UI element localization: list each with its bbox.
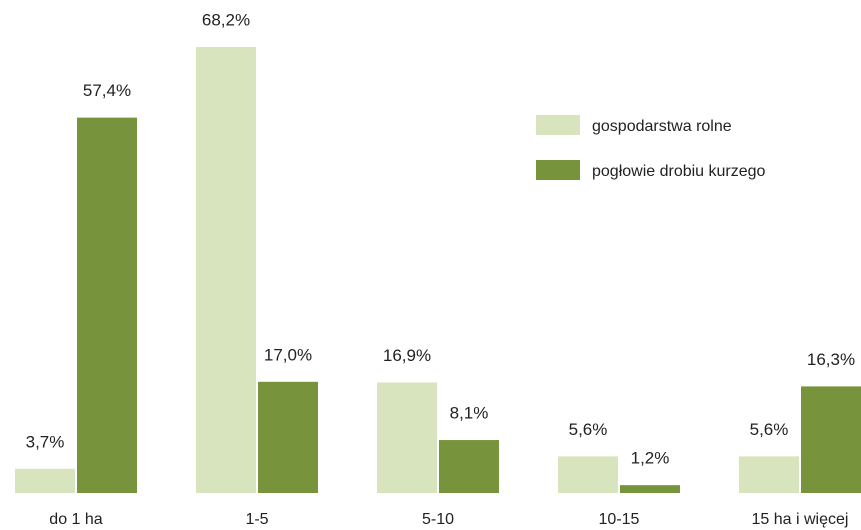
- x-tick-label: do 1 ha: [49, 511, 102, 528]
- value-label: 16,9%: [383, 346, 431, 365]
- legend-swatch: [536, 160, 580, 180]
- bar: [739, 456, 799, 493]
- bar: [15, 468, 75, 493]
- legend-swatch: [536, 115, 580, 135]
- x-tick-label: 1-5: [245, 511, 268, 528]
- bar: [801, 386, 861, 493]
- bar: [196, 47, 256, 493]
- bar: [439, 440, 499, 493]
- value-label: 5,6%: [569, 420, 608, 439]
- value-label: 57,4%: [83, 81, 131, 100]
- bar: [77, 117, 137, 493]
- bar: [558, 456, 618, 493]
- bar: [258, 381, 318, 493]
- x-tick-label: 15 ha i więcej: [752, 511, 849, 528]
- x-tick-label: 5-10: [422, 511, 454, 528]
- x-tick-label: 10-15: [599, 511, 640, 528]
- value-label: 17,0%: [264, 345, 312, 364]
- value-label: 8,1%: [450, 404, 489, 423]
- legend-label: pogłowie drobiu kurzego: [592, 163, 766, 180]
- bar: [377, 382, 437, 493]
- value-label: 5,6%: [750, 420, 789, 439]
- bar: [620, 485, 680, 493]
- value-label: 68,2%: [202, 10, 250, 29]
- value-label: 1,2%: [631, 449, 670, 468]
- value-label: 16,3%: [807, 350, 855, 369]
- value-label: 3,7%: [26, 432, 65, 451]
- legend-label: gospodarstwa rolne: [592, 118, 732, 135]
